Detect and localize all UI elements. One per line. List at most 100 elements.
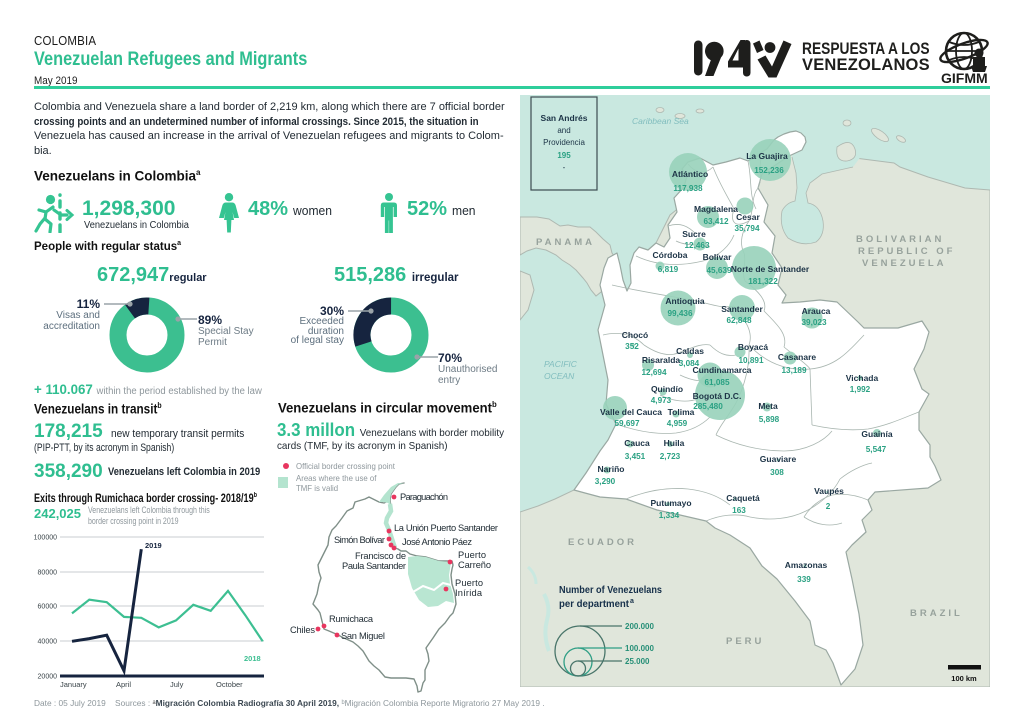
svg-text:12,694: 12,694: [641, 368, 666, 377]
svg-text:Atlántico: Atlántico: [672, 169, 708, 179]
svg-text:Antioquia: Antioquia: [665, 296, 704, 306]
svg-text:-: -: [563, 163, 566, 172]
svg-text:1,992: 1,992: [850, 385, 871, 394]
svg-text:200.000: 200.000: [625, 622, 654, 631]
svg-text:Meta: Meta: [758, 401, 778, 411]
svg-text:99,436: 99,436: [667, 309, 692, 318]
svg-text:La Guajira: La Guajira: [746, 151, 788, 161]
svg-text:Bogotá D.C.: Bogotá D.C.: [693, 391, 742, 401]
svg-text:Rumichaca: Rumichaca: [329, 614, 374, 624]
svg-text:Inírida: Inírida: [455, 588, 483, 598]
svg-text:308: 308: [770, 468, 784, 477]
svg-text:195: 195: [557, 151, 571, 160]
svg-text:Putumayo: Putumayo: [650, 498, 691, 508]
svg-text:Vichada: Vichada: [846, 373, 879, 383]
svg-text:1,334: 1,334: [659, 511, 680, 520]
svg-text:La Unión Puerto Santander: La Unión Puerto Santander: [394, 523, 498, 533]
svg-text:10,891: 10,891: [738, 356, 763, 365]
svg-text:3,451: 3,451: [625, 452, 646, 461]
svg-text:Huila: Huila: [664, 438, 685, 448]
svg-text:Guainía: Guainía: [861, 429, 892, 439]
svg-text:January: January: [60, 680, 87, 689]
svg-text:Puerto: Puerto: [458, 550, 486, 560]
svg-text:25.000: 25.000: [625, 657, 650, 666]
svg-text:Paula Santander: Paula Santander: [342, 561, 406, 571]
svg-text:5,898: 5,898: [759, 415, 780, 424]
svg-text:40000: 40000: [38, 639, 58, 646]
svg-text:Paraguachón: Paraguachón: [400, 492, 448, 502]
svg-text:José Antonio Páez: José Antonio Páez: [402, 537, 472, 547]
svg-text:352: 352: [625, 342, 639, 351]
svg-text:35,794: 35,794: [734, 224, 759, 233]
svg-text:Cundinamarca: Cundinamarca: [692, 365, 751, 375]
svg-text:October: October: [216, 680, 243, 689]
svg-text:12,463: 12,463: [684, 241, 709, 250]
svg-text:REPUBLIC OF: REPUBLIC OF: [858, 246, 955, 257]
svg-text:Caquetá: Caquetá: [726, 493, 760, 503]
svg-text:60000: 60000: [38, 604, 58, 611]
svg-text:Vaupés: Vaupés: [814, 486, 844, 496]
svg-text:20000: 20000: [38, 674, 58, 681]
svg-text:181,322: 181,322: [748, 277, 778, 286]
svg-text:OCEAN: OCEAN: [544, 371, 575, 381]
svg-text:Magdalena: Magdalena: [694, 204, 738, 214]
svg-text:Norte de Santander: Norte de Santander: [731, 264, 810, 274]
svg-text:Chocó: Chocó: [622, 330, 648, 340]
svg-text:a: a: [630, 598, 634, 605]
svg-text:Amazonas: Amazonas: [785, 560, 828, 570]
svg-text:2019: 2019: [145, 541, 162, 550]
svg-text:339: 339: [797, 575, 811, 584]
svg-text:VENEZUELA: VENEZUELA: [862, 258, 947, 269]
svg-text:Bolívar: Bolívar: [703, 252, 733, 262]
svg-text:Carreño: Carreño: [458, 560, 491, 570]
svg-text:117,938: 117,938: [673, 184, 703, 193]
svg-text:Cauca: Cauca: [624, 438, 650, 448]
svg-text:59,697: 59,697: [614, 419, 639, 428]
svg-text:4,959: 4,959: [667, 419, 688, 428]
svg-text:2018: 2018: [244, 654, 261, 663]
svg-text:Chiles: Chiles: [290, 625, 315, 635]
svg-text:PACIFIC: PACIFIC: [544, 359, 578, 369]
svg-text:100.000: 100.000: [625, 644, 654, 653]
svg-text:Valle del Cauca: Valle del Cauca: [600, 407, 662, 417]
svg-text:PERU: PERU: [726, 636, 764, 647]
svg-text:4,973: 4,973: [651, 396, 672, 405]
svg-text:Providencia: Providencia: [543, 138, 585, 147]
svg-text:Francisco de: Francisco de: [355, 551, 406, 561]
svg-text:Sucre: Sucre: [682, 229, 706, 239]
svg-text:Quindío: Quindío: [651, 384, 683, 394]
svg-text:Casanare: Casanare: [778, 352, 817, 362]
svg-text:285,480: 285,480: [693, 402, 723, 411]
svg-text:62,848: 62,848: [726, 316, 751, 325]
svg-text:63,412: 63,412: [703, 217, 728, 226]
svg-text:Risaralda: Risaralda: [642, 355, 681, 365]
svg-text:Caldas: Caldas: [676, 346, 704, 356]
svg-text:2,723: 2,723: [660, 452, 681, 461]
svg-text:Córdoba: Córdoba: [653, 250, 688, 260]
svg-text:per department: per department: [559, 598, 629, 610]
svg-text:Puerto: Puerto: [455, 578, 483, 588]
svg-text:100000: 100000: [34, 535, 57, 542]
svg-text:13,189: 13,189: [781, 366, 806, 375]
svg-text:152,236: 152,236: [754, 166, 784, 175]
svg-text:Caribbean Sea: Caribbean Sea: [632, 116, 689, 126]
svg-text:Tolima: Tolima: [668, 407, 695, 417]
svg-text:39,023: 39,023: [801, 318, 826, 327]
svg-text:ECUADOR: ECUADOR: [568, 537, 637, 548]
svg-text:Santander: Santander: [721, 304, 763, 314]
svg-text:Number of Venezuelans: Number of Venezuelans: [559, 584, 662, 596]
svg-text:2: 2: [826, 502, 831, 511]
svg-text:and: and: [557, 126, 570, 135]
svg-text:80000: 80000: [38, 570, 58, 577]
svg-text:45,639: 45,639: [706, 266, 731, 275]
svg-text:PANAMA: PANAMA: [536, 237, 595, 248]
svg-text:San Andrés: San Andrés: [541, 113, 588, 123]
svg-text:Boyacá: Boyacá: [738, 342, 769, 352]
svg-text:61,085: 61,085: [704, 378, 729, 387]
svg-text:BRAZIL: BRAZIL: [910, 608, 963, 619]
svg-text:Simón Bolívar: Simón Bolívar: [334, 535, 385, 545]
svg-text:3,290: 3,290: [595, 477, 616, 486]
svg-text:6,819: 6,819: [658, 265, 679, 274]
svg-text:July: July: [170, 680, 184, 689]
svg-text:Nariño: Nariño: [598, 464, 625, 474]
